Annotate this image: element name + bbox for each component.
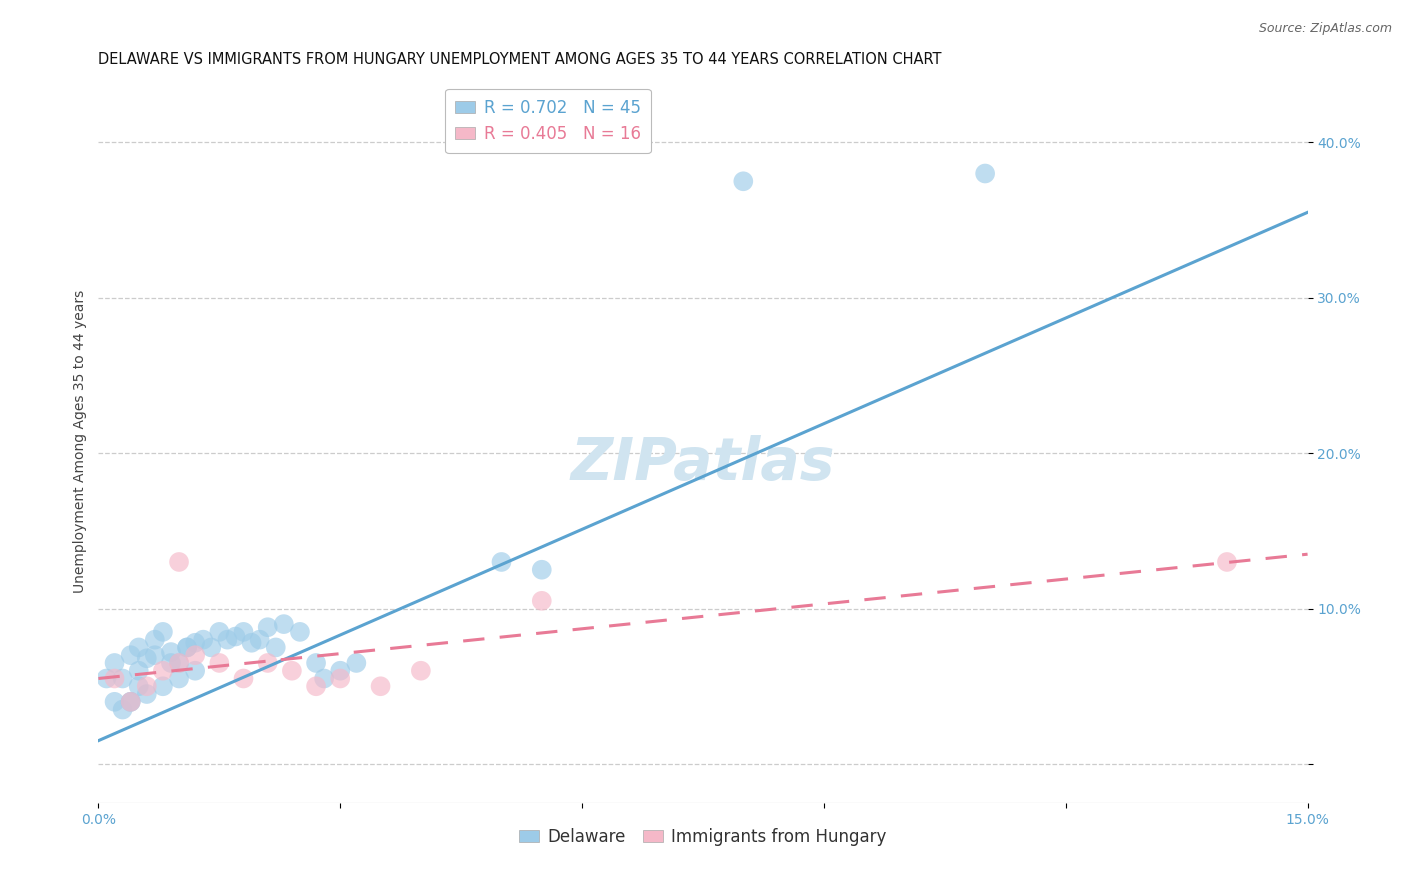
Point <box>143 648 166 663</box>
Point <box>176 640 198 655</box>
Point <box>120 648 142 663</box>
Point <box>217 632 239 647</box>
Text: DELAWARE VS IMMIGRANTS FROM HUNGARY UNEMPLOYMENT AMONG AGES 35 TO 44 YEARS CORRE: DELAWARE VS IMMIGRANTS FROM HUNGARY UNEM… <box>98 52 942 67</box>
Point <box>103 656 125 670</box>
Point <box>530 594 553 608</box>
Legend: Delaware, Immigrants from Hungary: Delaware, Immigrants from Hungary <box>513 821 893 852</box>
Point <box>167 555 190 569</box>
Point <box>176 640 198 655</box>
Point <box>128 664 150 678</box>
Point <box>264 640 287 655</box>
Point <box>208 624 231 639</box>
Point <box>208 656 231 670</box>
Point <box>103 695 125 709</box>
Text: ZIPatlas: ZIPatlas <box>571 434 835 491</box>
Point <box>103 672 125 686</box>
Point <box>232 624 254 639</box>
Point <box>135 679 157 693</box>
Point <box>120 695 142 709</box>
Point <box>273 617 295 632</box>
Point <box>256 656 278 670</box>
Point <box>344 656 367 670</box>
Point <box>184 648 207 663</box>
Point <box>96 672 118 686</box>
Point <box>160 656 183 670</box>
Point <box>733 174 755 188</box>
Point <box>143 632 166 647</box>
Point <box>256 620 278 634</box>
Point <box>135 687 157 701</box>
Point <box>305 679 328 693</box>
Point <box>329 664 352 678</box>
Point <box>111 702 134 716</box>
Point <box>152 679 174 693</box>
Point <box>491 555 513 569</box>
Point <box>409 664 432 678</box>
Point <box>193 632 215 647</box>
Point <box>305 656 328 670</box>
Point <box>224 630 246 644</box>
Point <box>120 695 142 709</box>
Point <box>1216 555 1239 569</box>
Point <box>249 632 271 647</box>
Point <box>167 656 190 670</box>
Text: Source: ZipAtlas.com: Source: ZipAtlas.com <box>1258 22 1392 36</box>
Point <box>314 672 336 686</box>
Point <box>135 651 157 665</box>
Point <box>232 672 254 686</box>
Point <box>152 664 174 678</box>
Point <box>184 636 207 650</box>
Y-axis label: Unemployment Among Ages 35 to 44 years: Unemployment Among Ages 35 to 44 years <box>73 290 87 593</box>
Point <box>152 624 174 639</box>
Point <box>240 636 263 650</box>
Point <box>281 664 304 678</box>
Point <box>530 563 553 577</box>
Point <box>167 656 190 670</box>
Point <box>184 664 207 678</box>
Point <box>111 672 134 686</box>
Point <box>128 640 150 655</box>
Point <box>128 679 150 693</box>
Point <box>200 640 222 655</box>
Point <box>167 672 190 686</box>
Point <box>288 624 311 639</box>
Point <box>120 695 142 709</box>
Point <box>974 167 997 181</box>
Point <box>329 672 352 686</box>
Point <box>370 679 392 693</box>
Point <box>160 645 183 659</box>
